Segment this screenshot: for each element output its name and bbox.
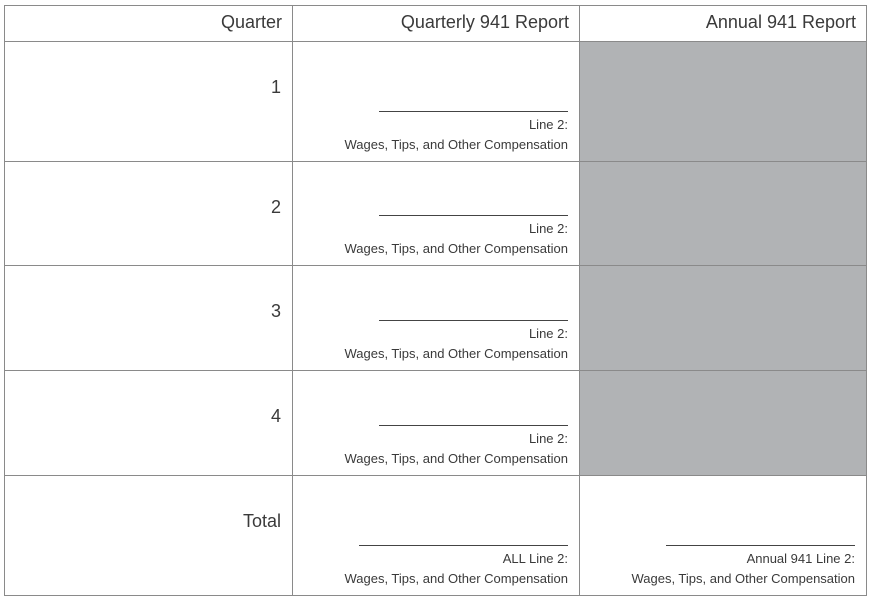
field-label: Annual 941 Line 2: [746, 551, 855, 566]
quarter-label: 4 [270, 406, 281, 426]
body-cell [4, 161, 293, 266]
header-label: Quarter [220, 12, 282, 32]
field-caption: Wages, Tips, and Other Compensation [344, 451, 568, 466]
body-cell [4, 370, 293, 476]
body-cell [4, 41, 293, 162]
field-label: ALL Line 2: [502, 551, 568, 566]
signature-line [359, 545, 568, 546]
body-cell [4, 265, 293, 371]
signature-line [379, 111, 568, 112]
quarter-label: Total [242, 511, 281, 531]
shaded-cell [579, 265, 867, 371]
field-label: Line 2: [528, 326, 568, 341]
shaded-cell [579, 41, 867, 162]
body-cell [579, 475, 867, 596]
quarter-label: 2 [270, 197, 281, 217]
field-caption: Wages, Tips, and Other Compensation [631, 571, 855, 586]
body-cell [4, 475, 293, 596]
field-caption: Wages, Tips, and Other Compensation [344, 571, 568, 586]
field-caption: Wages, Tips, and Other Compensation [344, 137, 568, 152]
shaded-cell [579, 161, 867, 266]
quarter-label: 3 [270, 301, 281, 321]
shaded-cell [579, 370, 867, 476]
signature-line [379, 425, 568, 426]
signature-line [666, 545, 855, 546]
quarter-label: 1 [270, 77, 281, 97]
field-label: Line 2: [528, 117, 568, 132]
header-label: Annual 941 Report [705, 12, 856, 32]
signature-line [379, 320, 568, 321]
field-label: Line 2: [528, 431, 568, 446]
field-caption: Wages, Tips, and Other Compensation [344, 346, 568, 361]
field-caption: Wages, Tips, and Other Compensation [344, 241, 568, 256]
field-label: Line 2: [528, 221, 568, 236]
header-label: Quarterly 941 Report [400, 12, 569, 32]
signature-line [379, 215, 568, 216]
